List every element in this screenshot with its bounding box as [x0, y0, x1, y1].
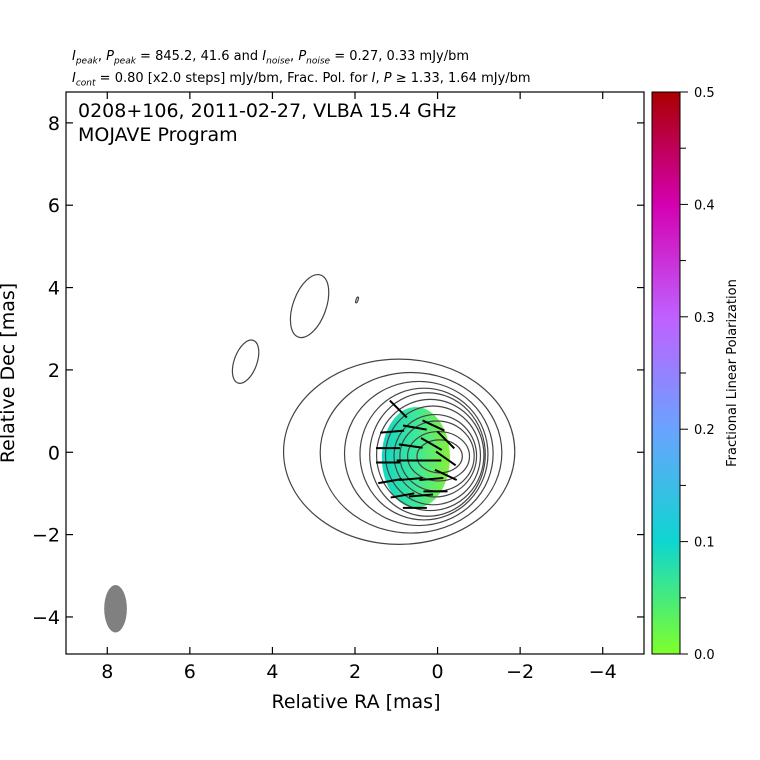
contour-level: [393, 413, 478, 498]
evpa-vector: [436, 430, 456, 450]
x-tick-label: 6: [184, 661, 196, 683]
colorbar-tick-label: 0.5: [694, 86, 715, 101]
colorbar-tick-label: 0.3: [694, 311, 715, 326]
contour-component: [289, 274, 330, 339]
evpa-vector: [419, 476, 444, 482]
colorbar-tick-label: 0.0: [694, 648, 715, 663]
contour-component: [355, 296, 360, 304]
contour-level: [282, 358, 516, 545]
y-tick-label: 8: [48, 113, 60, 135]
x-tick-label: −2: [506, 661, 534, 683]
evpa-vector: [420, 437, 443, 451]
colorbar-label: Fractional Linear Polarization: [725, 279, 740, 467]
x-axis-label: Relative RA [mas]: [271, 691, 440, 713]
contour-level: [343, 380, 494, 527]
y-tick-label: −2: [32, 525, 60, 547]
contour-level: [359, 387, 489, 521]
evpa-vector: [380, 429, 405, 434]
contour-level: [384, 405, 482, 506]
evpa-vector: [390, 492, 415, 499]
chart-title: 0208+106, 2011-02-27, VLBA 15.4 GHz: [78, 100, 457, 122]
threshold-values: 1.33, 1.64 mJy/bm: [410, 71, 531, 86]
y-tick-label: 4: [48, 278, 60, 300]
contour-component: [231, 339, 260, 384]
evpa-vector: [398, 443, 423, 449]
x-tick-label: −4: [589, 661, 617, 683]
noise-values: 0.27, 0.33 mJy/bm: [349, 49, 470, 64]
chart-subtitle: MOJAVE Program: [78, 124, 238, 146]
evpa-vector: [378, 478, 403, 485]
x-tick-label: 0: [432, 661, 444, 683]
evpa-vector: [389, 399, 408, 419]
y-tick-label: 2: [48, 360, 60, 382]
y-tick-label: 6: [48, 195, 60, 217]
evpa-vector: [434, 468, 458, 481]
contour-level: [375, 398, 485, 512]
evpa-vector: [435, 450, 457, 467]
x-tick-label: 8: [101, 661, 113, 683]
peak-values: 845.2, 41.6: [155, 49, 230, 64]
axes: 8 6 4 2 0 −2 −4 −4 −2 0 2 4 6 8: [32, 92, 644, 683]
x-tick-label: 4: [266, 661, 278, 683]
header-line-1: Ipeak, Ppeak = 845.2, 41.6 and Inoise, P…: [72, 49, 470, 67]
x-tick-label: 2: [349, 661, 361, 683]
y-tick-label: −4: [32, 607, 60, 629]
contour-level: [369, 392, 486, 517]
beam-ellipse: [104, 585, 127, 633]
cont-values: = 0.80 [x2.0 steps] mJy/bm, Frac. Pol. f…: [95, 71, 372, 86]
evpa-vector: [402, 424, 427, 431]
y-tick-label: 0: [48, 442, 60, 464]
plot-frame: [65, 91, 645, 655]
evpa-vector: [398, 476, 423, 482]
colorbar-tick-label: 0.2: [694, 423, 715, 438]
plot-area: [104, 274, 516, 633]
colorbar: 0.0 0.1 0.2 0.3 0.4 0.5: [651, 86, 715, 663]
colorbar-gradient: [651, 91, 681, 655]
evpa-vector: [409, 493, 434, 498]
evpa-vector: [422, 419, 445, 432]
y-axis-label: Relative Dec [mas]: [0, 283, 19, 463]
colorbar-tick-label: 0.4: [694, 198, 715, 213]
contour-level: [319, 371, 503, 534]
header-line-2: Icont = 0.80 [x2.0 steps] mJy/bm, Frac. …: [72, 71, 531, 89]
colorbar-tick-label: 0.1: [694, 536, 715, 551]
